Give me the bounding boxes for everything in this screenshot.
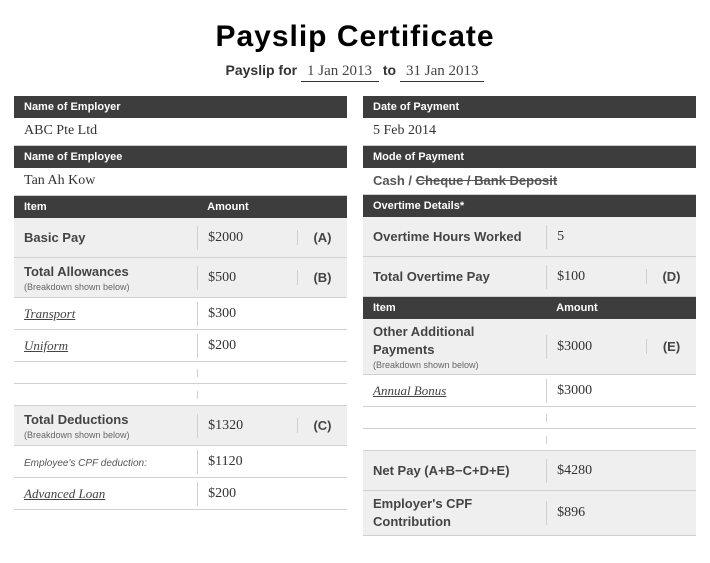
right-table-header: Item Amount <box>363 297 696 319</box>
allow-tag: (B) <box>297 270 347 285</box>
basic-pay-label: Basic Pay <box>24 230 85 245</box>
ecpf-label: Employer's CPF Contribution <box>373 496 472 529</box>
ecpf-amount: $896 <box>546 501 646 525</box>
employer-header: Name of Employer <box>14 96 347 118</box>
oap-tag: (E) <box>646 339 696 354</box>
otp-amount: $100 <box>546 265 646 289</box>
row-total-allowances: Total Allowances(Breakdown shown below) … <box>14 258 347 298</box>
payslip-period: Payslip for 1 Jan 2013 to 31 Jan 2013 <box>0 62 710 96</box>
bonus-amount: $3000 <box>546 379 646 403</box>
loan-label: Advanced Loan <box>24 486 105 501</box>
cpf-amount: $1120 <box>197 450 297 474</box>
mop-cash: Cash <box>373 173 405 188</box>
mop-value: Cash / Cheque / Bank Deposit <box>363 168 696 195</box>
net-label: Net Pay (A+B−C+D+E) <box>373 463 510 478</box>
row-empty-r1 <box>363 407 696 429</box>
row-cpf-deduction: Employee's CPF deduction: $1120 <box>14 446 347 478</box>
transport-label: Transport <box>24 306 75 321</box>
employee-value: Tan Ah Kow <box>14 168 347 196</box>
uniform-label: Uniform <box>24 338 68 353</box>
allow-sub: (Breakdown shown below) <box>24 282 187 292</box>
uniform-amount: $200 <box>197 334 297 358</box>
period-prefix: Payslip for <box>226 62 298 78</box>
allow-label: Total Allowances <box>24 264 129 279</box>
row-net-pay: Net Pay (A+B−C+D+E) $4280 <box>363 451 696 491</box>
left-table-header: Item Amount <box>14 196 347 218</box>
col-item: Item <box>14 196 197 218</box>
row-empty-2 <box>14 384 347 406</box>
basic-pay-amount: $2000 <box>197 226 297 250</box>
bonus-label: Annual Bonus <box>373 383 446 398</box>
otp-tag: (D) <box>646 269 696 284</box>
mop-sep: / <box>405 173 416 188</box>
row-other-additional: Other Additional Payments (Breakdown show… <box>363 319 696 375</box>
othw-label: Overtime Hours Worked <box>373 229 522 244</box>
period-to-word: to <box>383 62 396 78</box>
deduct-tag: (C) <box>297 418 347 433</box>
row-ot-pay: Total Overtime Pay $100 (D) <box>363 257 696 297</box>
transport-amount: $300 <box>197 302 297 326</box>
employee-header: Name of Employee <box>14 146 347 168</box>
deduct-label: Total Deductions <box>24 412 128 427</box>
right-column: Date of Payment 5 Feb 2014 Mode of Payme… <box>363 96 696 536</box>
basic-pay-tag: (A) <box>297 230 347 245</box>
mop-strike: Cheque / Bank Deposit <box>416 173 558 188</box>
col-amount: Amount <box>197 196 297 218</box>
cpf-label: Employee's CPF deduction: <box>24 458 147 469</box>
dop-header: Date of Payment <box>363 96 696 118</box>
row-annual-bonus: Annual Bonus $3000 <box>363 375 696 407</box>
otp-label: Total Overtime Pay <box>373 269 490 284</box>
row-advanced-loan: Advanced Loan $200 <box>14 478 347 510</box>
deduct-amount: $1320 <box>197 414 297 438</box>
loan-amount: $200 <box>197 482 297 506</box>
left-column: Name of Employer ABC Pte Ltd Name of Emp… <box>14 96 347 536</box>
period-to: 31 Jan 2013 <box>400 63 485 82</box>
employer-value: ABC Pte Ltd <box>14 118 347 146</box>
row-ot-hours: Overtime Hours Worked 5 <box>363 217 696 257</box>
page-title: Payslip Certificate <box>0 0 710 62</box>
deduct-sub: (Breakdown shown below) <box>24 430 187 440</box>
oap-label: Other Additional Payments <box>373 324 474 357</box>
ot-header-label: Overtime Details* <box>363 195 696 217</box>
overtime-header: Overtime Details* <box>363 195 696 217</box>
allow-amount: $500 <box>197 266 297 290</box>
period-from: 1 Jan 2013 <box>301 63 379 82</box>
dop-value: 5 Feb 2014 <box>363 118 696 146</box>
mop-header: Mode of Payment <box>363 146 696 168</box>
row-transport: Transport $300 <box>14 298 347 330</box>
row-empty-1 <box>14 362 347 384</box>
oap-amount: $3000 <box>546 335 646 359</box>
othw-amount: 5 <box>546 225 646 249</box>
row-employer-cpf: Employer's CPF Contribution $896 <box>363 491 696 536</box>
row-basic-pay: Basic Pay $2000 (A) <box>14 218 347 258</box>
oap-sub: (Breakdown shown below) <box>373 360 536 370</box>
col-amount-r: Amount <box>546 297 646 319</box>
row-empty-r2 <box>363 429 696 451</box>
col-item-r: Item <box>363 297 546 319</box>
row-uniform: Uniform $200 <box>14 330 347 362</box>
net-amount: $4280 <box>546 459 646 483</box>
row-total-deductions: Total Deductions(Breakdown shown below) … <box>14 406 347 446</box>
